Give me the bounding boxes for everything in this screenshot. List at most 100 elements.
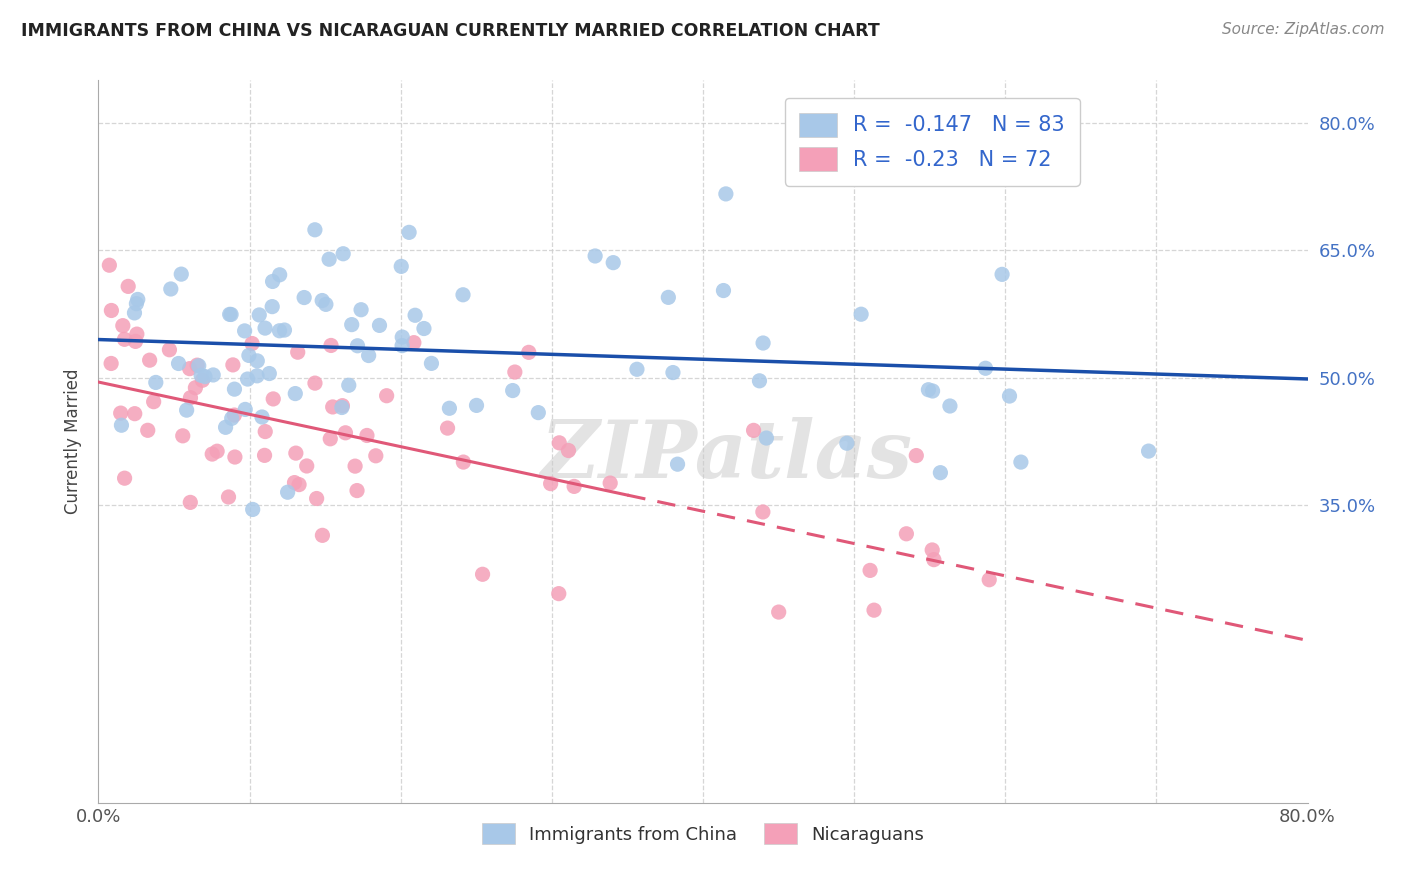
Point [259,367,281,381]
Point [713,284,735,298]
Point [1010,455,1032,469]
Point [356,428,378,442]
Point [179,361,201,376]
Point [939,399,962,413]
Point [453,455,475,469]
Point [974,361,997,376]
Point [413,321,436,335]
Point [583,249,606,263]
Point [100,303,122,318]
Y-axis label: Currently Married: Currently Married [65,368,83,515]
Point [752,505,775,519]
Point [991,268,1014,282]
Point [233,324,256,338]
Point [350,302,373,317]
Point [159,282,181,296]
Point [332,246,354,260]
Point [319,338,342,352]
Point [179,391,201,405]
Point [921,543,943,558]
Point [167,356,190,370]
Point [124,306,146,320]
Point [714,186,737,201]
Point [124,407,146,421]
Point [398,225,420,239]
Point [219,308,242,322]
Point [548,435,571,450]
Point [662,366,685,380]
Point [375,389,398,403]
Point [357,349,380,363]
Point [465,398,488,412]
Point [929,466,952,480]
Point [110,406,132,420]
Point [224,450,246,464]
Point [250,409,273,424]
Point [344,459,367,474]
Point [222,358,245,372]
Point [287,345,309,359]
Point [98,258,121,272]
Point [657,290,679,304]
Point [262,392,284,406]
Point [768,605,790,619]
Point [142,394,165,409]
Point [238,348,260,362]
Point [330,401,353,415]
Text: Source: ZipAtlas.com: Source: ZipAtlas.com [1222,22,1385,37]
Point [284,386,307,401]
Point [221,411,243,425]
Point [114,471,136,485]
Point [557,443,579,458]
Point [340,318,363,332]
Point [233,402,256,417]
Point [318,252,340,267]
Point [304,376,326,391]
Point [346,483,368,498]
Point [247,308,270,322]
Point [254,425,277,439]
Point [187,359,209,373]
Point [602,255,624,269]
Point [186,358,208,372]
Point [835,436,858,450]
Point [179,495,201,509]
Point [201,447,224,461]
Point [269,324,291,338]
Point [283,475,305,490]
Point [172,429,194,443]
Text: IMMIGRANTS FROM CHINA VS NICARAGUAN CURRENTLY MARRIED CORRELATION CHART: IMMIGRANTS FROM CHINA VS NICARAGUAN CURR… [21,22,880,40]
Point [335,425,357,440]
Point [242,502,264,516]
Point [404,308,426,322]
Point [502,384,524,398]
Point [979,573,1001,587]
Point [540,476,562,491]
Point [896,526,918,541]
Legend: Immigrants from China, Nicaraguans: Immigrants from China, Nicaraguans [475,816,931,852]
Point [246,354,269,368]
Point [315,297,337,311]
Point [111,318,134,333]
Point [311,528,333,542]
Point [273,323,295,337]
Point [322,400,344,414]
Point [159,343,181,357]
Point [905,449,928,463]
Point [288,477,311,491]
Point [254,321,277,335]
Point [599,476,621,491]
Point [262,300,284,314]
Point [666,457,689,471]
Point [269,268,291,282]
Point [184,381,207,395]
Point [859,563,882,577]
Point [236,372,259,386]
Point [224,408,246,422]
Point [176,403,198,417]
Point [922,552,945,566]
Point [748,374,770,388]
Point [191,373,214,387]
Point [503,365,526,379]
Point [277,485,299,500]
